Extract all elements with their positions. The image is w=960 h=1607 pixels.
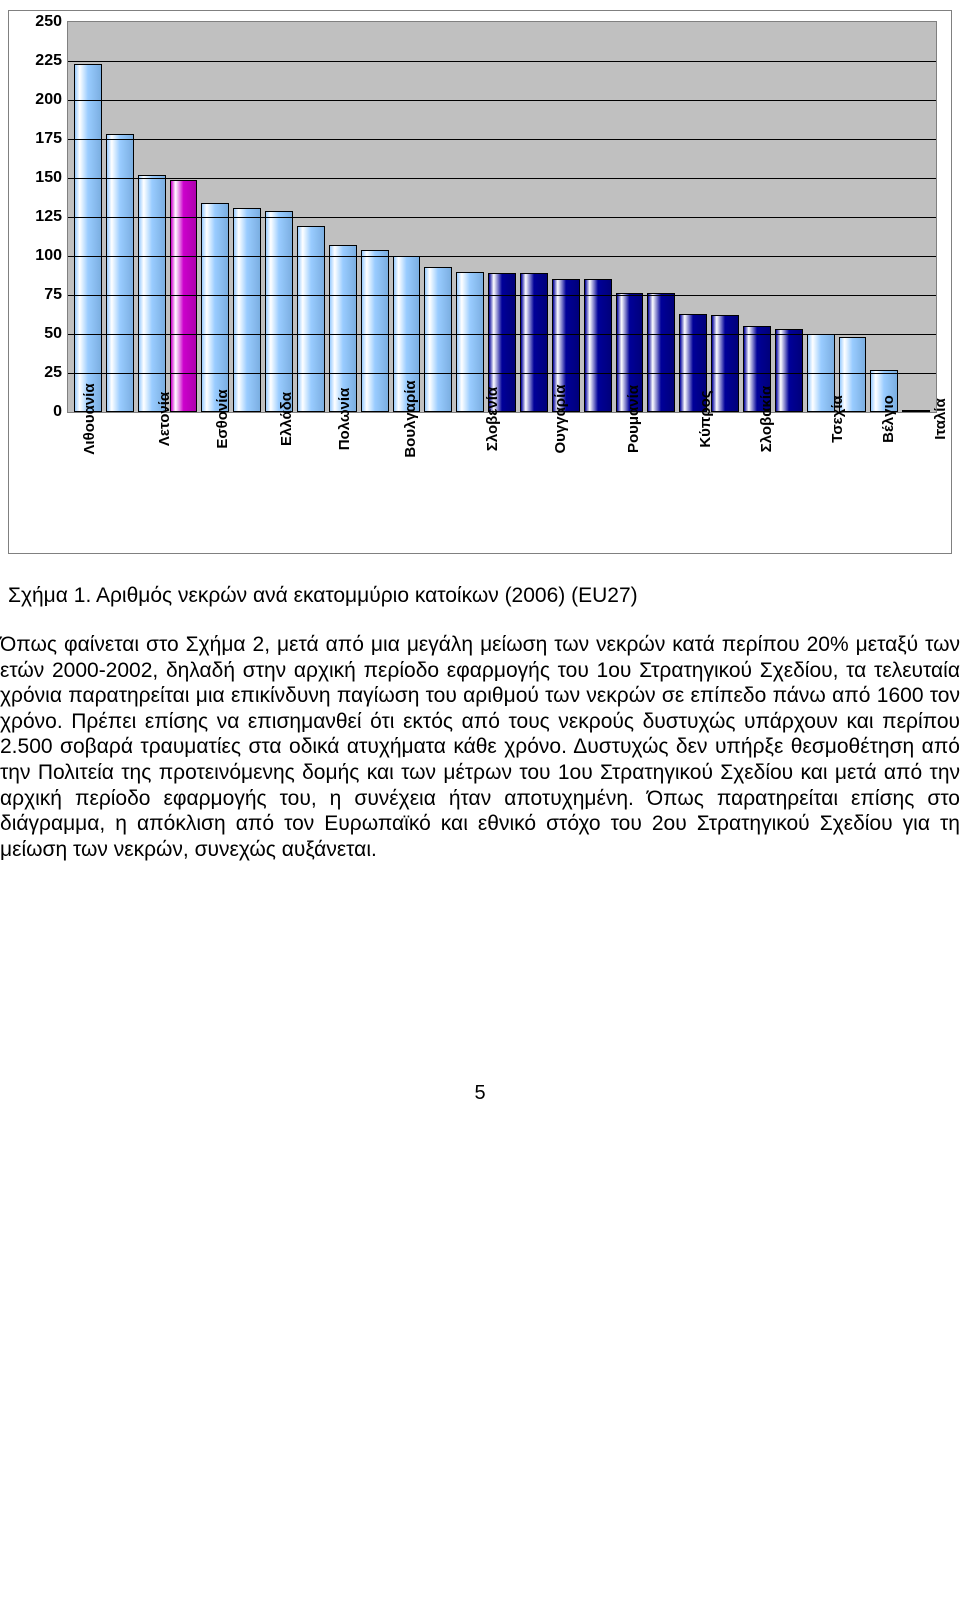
- chart-xtick-label: Σλοβενία: [484, 387, 501, 451]
- chart-xtick-label: Τσεχία: [829, 395, 846, 442]
- chart-xtick-label: Λιθουανία: [81, 383, 98, 454]
- chart-xtick-label: Ρουμανία: [625, 385, 642, 453]
- chart-ytick-label: 175: [24, 130, 62, 148]
- chart-gridline: [68, 100, 936, 101]
- chart-ytick-label: 75: [24, 286, 62, 304]
- chart-bar: [138, 175, 166, 412]
- chart-xtick: Σλοβακία: [750, 413, 816, 543]
- chart-ytick-label: 100: [24, 247, 62, 265]
- chart-bar: [233, 208, 261, 412]
- chart-gridline: [68, 373, 936, 374]
- chart-xtick: Βουλγαρία: [394, 413, 471, 543]
- chart-xtick: Σλοβενία: [476, 413, 540, 543]
- chart-xtick-label: Πολωνία: [336, 388, 353, 451]
- chart-bar: [361, 250, 389, 412]
- chart-xtick-label: Σλοβακία: [758, 386, 775, 452]
- chart-xtick: Κύπρος: [689, 413, 746, 543]
- chart-xtick: Εσθονία: [206, 413, 265, 543]
- chart-ytick-label: 225: [24, 52, 62, 70]
- chart-xtick: Ρουμανία: [617, 413, 685, 543]
- chart-gridline: [68, 256, 936, 257]
- chart-bar: [265, 211, 293, 412]
- chart-ytick-label: 25: [24, 364, 62, 382]
- chart-xtick: Λιθουανία: [73, 413, 144, 543]
- chart-x-labels: ΛιθουανίαΛετονίαΕσθονίαΕλλάδαΠολωνίαΒουλ…: [67, 413, 937, 543]
- chart-ytick-label: 250: [24, 13, 62, 31]
- chart-gridline: [68, 61, 936, 62]
- body-paragraph: Όπως φαίνεται στο Σχήμα 2, μετά από μια …: [0, 632, 960, 862]
- page-number: 5: [0, 1082, 960, 1145]
- chart-xtick-label: Κύπρος: [697, 390, 714, 447]
- chart-caption: Σχήμα 1. Αριθμός νεκρών ανά εκατομμύριο …: [8, 584, 952, 608]
- chart-bar: [711, 315, 739, 412]
- chart-ytick-label: 150: [24, 169, 62, 187]
- chart-ytick-label: 200: [24, 91, 62, 109]
- chart-bar: [297, 226, 325, 412]
- chart-xtick-label: Ουγγαρία: [552, 385, 569, 454]
- chart-xtick: Βέλγιο: [872, 413, 920, 543]
- chart-gridline: [68, 334, 936, 335]
- chart-ytick-label: 50: [24, 325, 62, 343]
- chart-xtick: Λετονία: [148, 413, 202, 543]
- chart-gridline: [68, 295, 936, 296]
- chart-bar: [647, 293, 675, 412]
- chart-xtick-label: Βέλγιο: [880, 395, 897, 443]
- chart-bar: [106, 134, 134, 412]
- chart-plot-area: 0255075100125150175200225250: [67, 21, 937, 413]
- chart-bar: [520, 273, 548, 412]
- chart-xtick-label: Βουλγαρία: [402, 380, 419, 457]
- chart-container: 0255075100125150175200225250 ΛιθουανίαΛε…: [8, 10, 952, 554]
- chart-xtick: Ιταλία: [924, 413, 960, 543]
- chart-bar: [775, 329, 803, 412]
- chart-bar: [74, 64, 102, 412]
- chart-bar: [456, 272, 484, 412]
- chart-xtick: Ελλάδα: [270, 413, 324, 543]
- chart-xtick: Ουγγαρία: [544, 413, 613, 543]
- chart-xtick: Πολωνία: [328, 413, 391, 543]
- chart-xtick-label: Εσθονία: [214, 389, 231, 448]
- chart-xtick-label: Ελλάδα: [278, 392, 295, 446]
- chart-gridline: [68, 139, 936, 140]
- chart-xtick: Τσεχία: [821, 413, 868, 543]
- chart-gridline: [68, 217, 936, 218]
- chart-bar: [201, 203, 229, 412]
- chart-bar: [424, 267, 452, 412]
- chart-bar: [584, 279, 612, 412]
- chart-xtick-label: Ιταλία: [932, 398, 949, 439]
- chart-xtick-label: Λετονία: [156, 392, 173, 446]
- chart-ytick-label: 125: [24, 208, 62, 226]
- chart-gridline: [68, 178, 936, 179]
- chart-bar: [902, 410, 930, 412]
- chart-ytick-label: 0: [24, 403, 62, 421]
